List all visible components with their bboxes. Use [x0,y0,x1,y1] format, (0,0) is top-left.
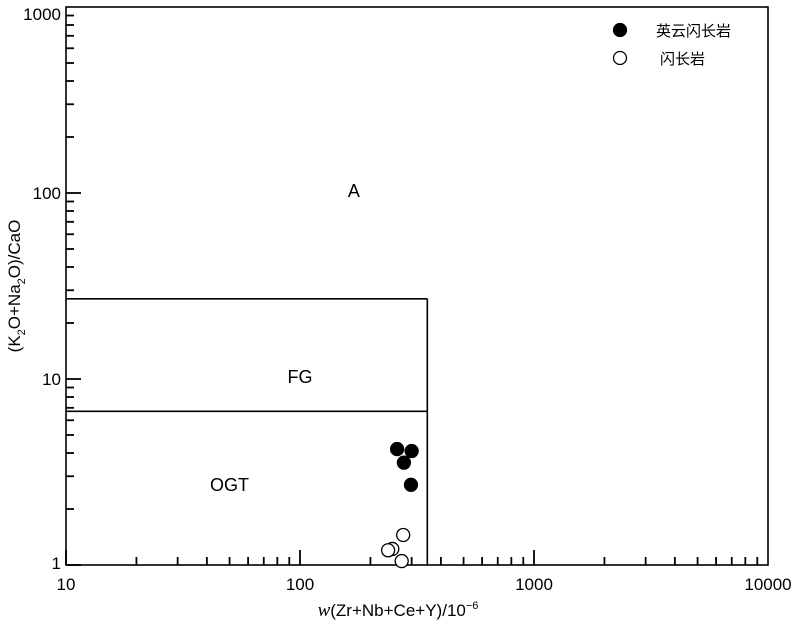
field-label: OGT [210,475,249,495]
data-point-filled [403,477,419,492]
data-point-open [380,543,396,558]
x-axis-title-exp: −6 [466,600,479,612]
data-point-filled [389,441,405,457]
y-axis-title-part: O+Na [5,284,24,329]
y-tick-label: 1000 [23,5,61,24]
data-points [380,441,419,569]
data-point-filled [404,443,419,459]
field-labels: A FG OGT [210,181,360,495]
x-tick-label: 100 [286,575,314,594]
legend-label: 闪长岩 [660,50,705,68]
data-point-filled [396,455,412,470]
y-axis-title-sub: 2 [16,329,28,335]
data-point-open [394,553,409,569]
legend-label: 英云闪长岩 [656,22,731,40]
legend-marker-open [612,50,628,66]
axis-tick-labels: 10 100 1000 10000 1 10 100 1000 [23,5,791,594]
y-tick-label: 10 [42,370,61,389]
data-point-open [396,527,411,543]
axis-ticks [65,14,759,566]
legend: 英云闪长岩 闪长岩 [612,22,731,68]
field-label: A [348,181,360,201]
field-label: FG [288,367,313,387]
y-axis-title-part: O)/CaO [5,220,24,279]
x-tick-label: 1000 [515,575,553,594]
y-axis-title-sub: 2 [16,278,28,284]
y-tick-label: 1 [52,554,61,573]
y-tick-label: 100 [33,184,61,203]
x-tick-label: 10000 [744,575,791,594]
x-axis-title: w(Zr+Nb+Ce+Y)/10−6 [318,600,479,621]
y-axis-title: (K2O+Na2O)/CaO [5,220,28,353]
y-axis-title-part: (K [5,335,24,353]
x-tick-label: 10 [57,575,76,594]
plot-frame [65,6,769,566]
legend-marker-filled [612,22,628,38]
x-axis-title-expr: (Zr+Nb+Ce+Y)/10 [330,601,466,620]
x-axis-title-var: w [318,600,331,621]
field-boundaries [66,297,429,565]
